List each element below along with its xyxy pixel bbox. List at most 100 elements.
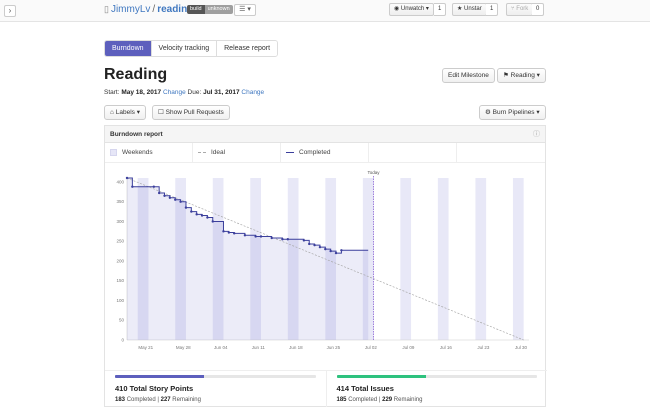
- repo-separator: /: [152, 4, 156, 15]
- milestone-select-button[interactable]: ⚑ Reading ▾: [497, 68, 546, 83]
- list-menu-button[interactable]: ☰ ▾: [234, 4, 256, 16]
- info-icon[interactable]: ⓘ: [533, 131, 540, 138]
- legend-weekends[interactable]: Weekends: [105, 143, 193, 162]
- completed-point: [243, 234, 247, 237]
- star-count[interactable]: 1: [486, 3, 499, 16]
- start-date: May 18, 2017: [121, 89, 162, 96]
- tab-velocity-tracking[interactable]: Velocity tracking: [151, 41, 218, 56]
- story-points-remaining: 227: [160, 397, 171, 403]
- completed-point: [324, 247, 327, 251]
- burn-pipelines-button[interactable]: ⚙ Burn Pipelines ▾: [479, 105, 546, 120]
- completed-point: [313, 243, 316, 247]
- book-icon: ▯: [104, 4, 109, 14]
- x-tick-label: Jul 23: [477, 345, 490, 350]
- legend-ideal-label: Ideal: [211, 148, 226, 156]
- tag-icon: ⌂: [110, 109, 116, 116]
- weekend-band: [287, 178, 299, 340]
- start-label: Start:: [104, 89, 120, 96]
- build-badge[interactable]: build unknown: [187, 5, 233, 14]
- completed-point: [334, 251, 338, 255]
- completed-point: [340, 249, 343, 252]
- x-tick-label: May 28: [176, 345, 191, 350]
- milestone-title: Reading: [104, 66, 168, 83]
- show-prs-label: Show Pull Requests: [165, 109, 224, 116]
- checkbox-icon: ☐: [158, 109, 166, 116]
- completed-point: [211, 220, 214, 223]
- unwatch-button[interactable]: ◉ Unwatch ▾: [389, 3, 434, 16]
- completed-point: [318, 245, 322, 249]
- legend-completed[interactable]: Completed: [281, 143, 369, 162]
- weekend-band: [325, 178, 337, 340]
- build-badge-status: unknown: [204, 5, 233, 14]
- change-due-link[interactable]: Change: [241, 89, 265, 96]
- fork-button[interactable]: ⑂ Fork: [506, 3, 534, 16]
- fork-label: Fork: [516, 6, 529, 12]
- repo-name-link[interactable]: reading: [157, 4, 194, 15]
- y-tick-label: 250: [116, 239, 124, 244]
- pipeline-icon: ⚙: [485, 109, 493, 116]
- issues-remaining: 229: [382, 397, 393, 403]
- completed-point: [227, 231, 231, 234]
- completed-swatch: [286, 152, 294, 153]
- legend-spacer: [369, 143, 457, 162]
- change-start-link[interactable]: Change: [162, 89, 186, 96]
- weekend-band: [362, 178, 374, 340]
- weekend-band: [137, 178, 149, 340]
- completed-point: [286, 238, 289, 241]
- labels-filter-button[interactable]: ⌂ Labels ▾: [104, 105, 146, 120]
- legend-ideal[interactable]: Ideal: [193, 143, 281, 162]
- y-tick-label: 150: [116, 278, 124, 283]
- report-tabs: Burndown Velocity tracking Release repor…: [104, 40, 279, 57]
- milestone-dates: Start: May 18, 2017 Change Due: Jul 31, …: [104, 89, 264, 96]
- completed-point: [302, 239, 306, 242]
- completed-point: [195, 213, 198, 216]
- completed-point: [259, 235, 263, 238]
- completed-point: [163, 194, 166, 197]
- eye-icon: ◉: [394, 6, 401, 12]
- completed-point: [125, 176, 129, 180]
- x-tick-label: May 21: [138, 345, 153, 350]
- repo-path: ▯ JimmyLv / reading: [104, 4, 193, 15]
- y-tick-label: 50: [119, 318, 125, 323]
- fork-count[interactable]: 0: [532, 3, 545, 16]
- sidebar-toggle-icon[interactable]: ›: [4, 5, 16, 17]
- story-points-completed-label: Completed: [126, 397, 156, 403]
- issues-completed-label: Completed: [348, 397, 378, 403]
- issues-progress-fill: [336, 375, 427, 378]
- milestone-icon: ⚑: [503, 72, 511, 79]
- today-label: Today: [368, 170, 381, 175]
- completed-point: [206, 216, 209, 219]
- ideal-swatch: [198, 152, 206, 153]
- milestone-select-label: Reading ▾: [510, 72, 540, 79]
- weekend-band: [475, 178, 487, 340]
- x-tick-label: Jun 18: [289, 345, 303, 350]
- x-tick-label: Jul 16: [440, 345, 453, 350]
- burndown-chart: 0 50 100 150 200 250 300 350 400 May 21 May 28 Jun …: [116, 170, 529, 350]
- completed-point: [329, 249, 332, 253]
- completed-point: [222, 230, 225, 233]
- completed-point: [168, 196, 172, 199]
- x-tick-label: Jul 09: [402, 345, 415, 350]
- completed-point: [200, 214, 204, 217]
- completed-point: [184, 206, 188, 209]
- y-tick-label: 300: [116, 219, 124, 224]
- due-label: Due:: [187, 89, 202, 96]
- y-tick-label: 0: [121, 338, 124, 343]
- repo-owner-link[interactable]: JimmyLv: [110, 4, 151, 15]
- unstar-button[interactable]: ★ Unstar: [452, 3, 487, 16]
- legend-weekends-label: Weekends: [122, 148, 153, 156]
- total-issues: 414 Total Issues: [336, 384, 394, 393]
- unstar-label: Unstar: [464, 6, 482, 12]
- story-points-completed: 183: [115, 397, 126, 403]
- show-pull-requests-button[interactable]: ☐ Show Pull Requests: [152, 105, 230, 120]
- edit-milestone-button[interactable]: Edit Milestone: [442, 68, 495, 83]
- tab-burndown[interactable]: Burndown: [105, 41, 152, 56]
- x-tick-label: Jul 02: [365, 345, 378, 350]
- watch-count[interactable]: 1: [434, 3, 447, 16]
- labels-filter-label: Labels ▾: [115, 109, 140, 116]
- weekend-band: [400, 178, 412, 340]
- tab-release-report[interactable]: Release report: [217, 41, 278, 56]
- completed-point: [179, 200, 182, 203]
- panel-header: Burndown report ⓘ: [105, 126, 545, 143]
- x-tick-label: Jun 04: [214, 345, 228, 350]
